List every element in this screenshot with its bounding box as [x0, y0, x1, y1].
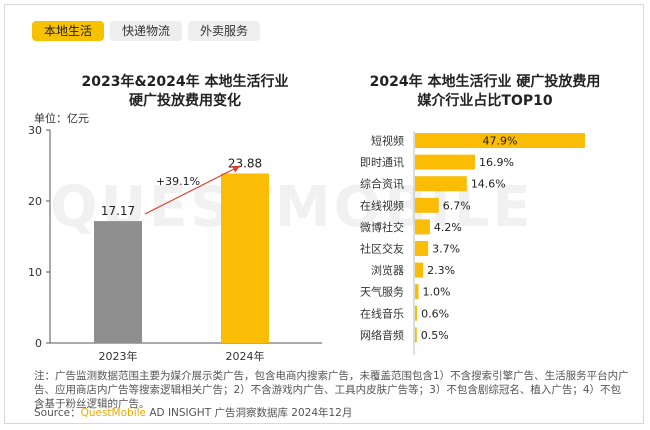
y-tick-label: 0: [35, 337, 42, 350]
bar-value-label: 3.7%: [432, 243, 460, 256]
category-label: 网络音频: [360, 328, 404, 342]
bar-综合资讯: [415, 176, 467, 192]
y-tick-label: 30: [28, 124, 42, 137]
y-tick-label: 10: [28, 266, 42, 279]
source-brand: QuestMobile: [80, 407, 146, 419]
source-prefix: Source：: [34, 407, 81, 419]
source-rest: AD INSIGHT 广告洞察数据库 2024年12月: [146, 407, 353, 419]
category-label: 在线音乐: [360, 306, 404, 320]
bar-微博社交: [415, 219, 430, 235]
category-label: 综合资讯: [360, 177, 404, 191]
tab-express-logistics[interactable]: 快递物流: [110, 21, 183, 41]
bar-value-label: 2.3%: [427, 264, 455, 277]
y-axis-unit-label: 单位：亿元: [34, 111, 89, 125]
left-chart-title-line1: 2023年&2024年 本地生活行业: [81, 74, 289, 90]
right-chart-title: 2024年 本地生活行业 硬广投放费用 媒介行业占比TOP10: [340, 73, 630, 111]
bar-2023年: [94, 221, 142, 343]
category-label: 在线视频: [360, 198, 404, 212]
bar-社区交友: [415, 241, 429, 256]
bar-在线视频: [415, 197, 439, 213]
bar-value-label: 47.9%: [483, 135, 518, 148]
category-label: 即时通讯: [360, 156, 404, 169]
bar-value-label: 4.2%: [434, 221, 462, 234]
x-category-label: 2024年: [226, 349, 265, 363]
bar-即时通讯: [415, 154, 475, 170]
category-label: 天气服务: [360, 285, 404, 299]
category-label: 短视频: [371, 134, 404, 148]
category-label: 社区交友: [360, 242, 404, 256]
tab-food-delivery[interactable]: 外卖服务: [188, 21, 261, 41]
category-label: 微博社交: [360, 220, 404, 234]
bar-浏览器: [415, 262, 424, 278]
growth-arrow: [144, 165, 241, 215]
category-tabs: 本地生活 快递物流 外卖服务: [32, 21, 261, 41]
bar-value-label: 0.6%: [421, 307, 449, 320]
bar-value-label: 14.6%: [471, 178, 506, 191]
bar-value-label: 6.7%: [443, 199, 471, 212]
tab-local-life[interactable]: 本地生活: [32, 21, 105, 41]
left-chart-title: 2023年&2024年 本地生活行业 硬广投放费用变化: [50, 73, 320, 111]
report-frame: [4, 4, 644, 424]
left-chart-title-line2: 硬广投放费用变化: [129, 93, 241, 109]
bar-在线音乐: [415, 305, 418, 321]
bar-value-label: 16.9%: [479, 156, 514, 169]
bar-value-label: 0.5%: [421, 329, 449, 342]
source-line: Source：QuestMobile AD INSIGHT 广告洞察数据库 20…: [34, 405, 352, 420]
bar-2024年: [221, 173, 269, 343]
x-category-label: 2023年: [99, 349, 138, 363]
bar-网络音频: [415, 327, 417, 343]
bar-短视频: [415, 133, 585, 148]
right-chart-title-line1: 2024年 本地生活行业 硬广投放费用: [369, 74, 601, 90]
bar-value-label: 17.17: [101, 204, 135, 218]
right-chart-title-line2: 媒介行业占比TOP10: [417, 93, 553, 109]
y-tick-label: 20: [28, 195, 42, 208]
category-label: 浏览器: [371, 263, 404, 277]
bar-value-label: 1.0%: [423, 286, 451, 299]
footnote: 注：广告监测数据范围主要为媒介展示类广告，包含电商内搜索广告，未覆盖范围包含1）…: [34, 370, 629, 410]
growth-annotation: +39.1%: [156, 175, 200, 188]
bar-天气服务: [415, 284, 419, 300]
